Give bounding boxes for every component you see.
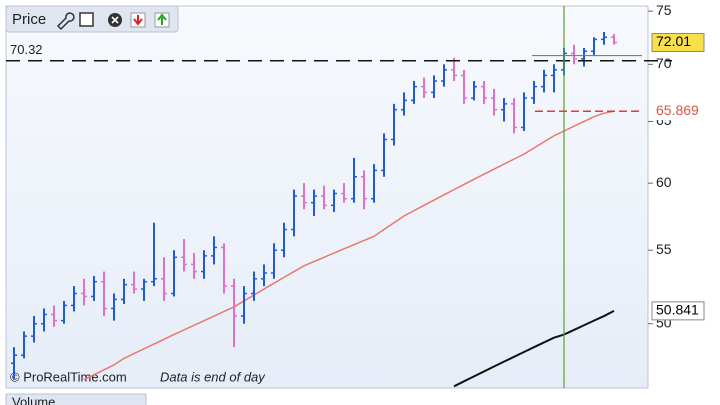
source: © ProRealTime.com — [10, 369, 127, 384]
ma-value: 65.869 — [656, 102, 699, 118]
bars — [11, 31, 617, 380]
window-icon[interactable] — [79, 12, 94, 27]
reference-label: 70.32 — [10, 42, 43, 57]
lower-panel-title: Volume — [12, 394, 55, 405]
note: Data is end of day — [160, 369, 266, 384]
panel-title: Price — [12, 11, 46, 28]
y-tick-label: 75 — [656, 2, 672, 18]
last-price-box — [651, 32, 705, 52]
ma-value: 50.841 — [656, 302, 699, 318]
last-price: 72.01 — [656, 33, 691, 49]
moving-average — [453, 309, 615, 388]
ma-value-box — [652, 102, 704, 121]
y-tick-label: 55 — [656, 241, 672, 257]
ma-value-box — [651, 301, 705, 321]
lower-panel-header — [5, 393, 147, 405]
y-tick-label: 70 — [656, 55, 672, 71]
wrench-icon[interactable] — [56, 12, 75, 31]
toolbar-icons[interactable] — [56, 12, 170, 31]
y-tick-label: 60 — [656, 174, 672, 190]
moving-average — [83, 110, 615, 381]
plot-area — [5, 5, 649, 389]
